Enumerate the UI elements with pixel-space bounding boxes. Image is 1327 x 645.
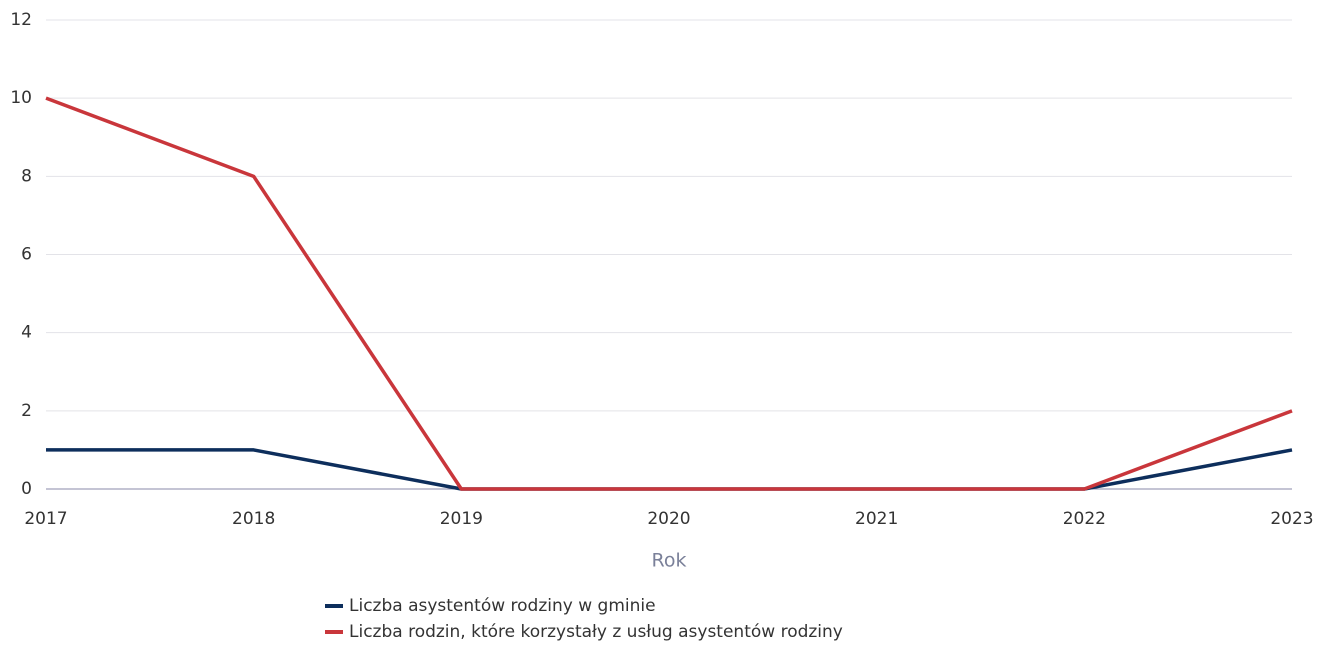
y-tick-label: 4 — [21, 323, 32, 343]
legend-label: Liczba rodzin, które korzystały z usług … — [349, 622, 843, 642]
line-series — [45, 96, 1293, 491]
x-axis-label: Rok — [652, 550, 687, 572]
y-tick-label: 8 — [21, 166, 32, 186]
x-tick-label: 2023 — [1270, 509, 1313, 529]
y-tick-label: 10 — [10, 88, 32, 108]
y-tick-label: 12 — [10, 10, 32, 30]
legend-label: Liczba asystentów rodziny w gminie — [349, 596, 656, 616]
x-tick-label: 2018 — [232, 509, 275, 529]
y-tick-label: 0 — [21, 479, 32, 499]
y-tick-label: 2 — [21, 401, 32, 421]
x-tick-label: 2019 — [440, 509, 483, 529]
x-tick-label: 2021 — [855, 509, 898, 529]
x-tick-label: 2020 — [647, 509, 690, 529]
x-tick-label: 2022 — [1063, 509, 1106, 529]
line-series — [46, 448, 1293, 491]
y-tick-label: 6 — [21, 245, 32, 265]
x-tick-label: 2017 — [24, 509, 67, 529]
